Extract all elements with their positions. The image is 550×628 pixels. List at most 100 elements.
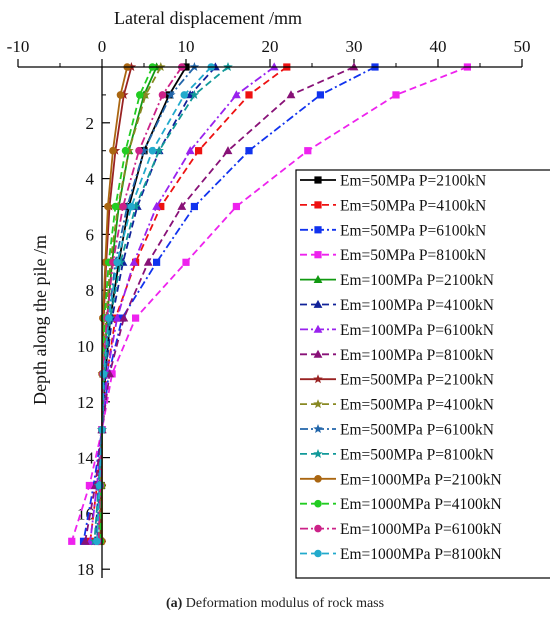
legend-marker [313,349,323,358]
legend-label: Em=100MPa P=8100kN [340,347,494,364]
data-point [245,91,253,99]
data-point [232,90,241,99]
data-point [304,147,312,155]
legend-item: Em=500MPa P=4100kN [300,397,494,414]
data-point [157,202,165,211]
legend-item: Em=100MPa P=8100kN [300,347,494,364]
data-point [195,147,203,155]
data-point [122,201,132,211]
series-line [96,66,196,542]
data-point [109,146,117,155]
data-point [286,90,296,99]
legend-item: Em=500MPa P=2100kN [300,372,494,389]
data-point [143,257,153,266]
chart: Lateral displacement /mm Depth along the… [7,8,550,579]
y-tick-label: 2 [86,114,95,133]
legend-label: Em=100MPa P=2100kN [340,272,494,289]
data-point [182,258,190,266]
data-point [112,313,122,322]
legend-item: Em=50MPa P=2100kN [300,173,486,190]
data-point [113,258,121,267]
legend-marker [313,275,323,283]
data-point [104,314,113,322]
data-point [166,89,176,99]
series-line [96,66,212,542]
legend-label: Em=500MPa P=8100kN [340,446,494,463]
legend-label: Em=50MPa P=2100kN [340,173,486,190]
legend-label: Em=1000MPa P=8100kN [340,546,502,563]
legend-label: Em=100MPa P=6100kN [340,322,494,339]
series-line [84,66,355,542]
legend-label: Em=1000MPa P=4100kN [340,496,502,513]
legend-marker [314,251,322,259]
series-line [94,66,217,542]
legend-item: Em=50MPa P=8100kN [300,247,486,264]
x-tick-label: 50 [514,37,531,56]
y-tick-label: 18 [77,560,94,579]
series-15 [94,63,186,546]
legend-marker [313,399,323,409]
x-tick-label: 40 [430,37,447,56]
data-point [132,314,140,322]
legend-label: Em=1000MPa P=2100kN [340,471,502,488]
legend-marker [314,226,322,234]
legend-item: Em=500MPa P=8100kN [300,446,494,463]
data-point [105,369,114,378]
data-point [127,202,136,211]
legend: Em=50MPa P=2100kN Em=50MPa P=4100kN Em=50M… [295,169,550,579]
legend-label: Em=50MPa P=8100kN [340,247,486,264]
data-point [140,89,151,99]
data-point [85,481,93,490]
series-14 [96,63,157,546]
series-13 [98,63,131,546]
series-line [97,66,183,542]
data-point [148,146,157,155]
legend-label: Em=1000MPa P=6100kN [340,521,502,538]
data-point [130,201,141,211]
legend-marker [313,299,323,308]
legend-label: Em=500MPa P=2100kN [340,372,494,389]
series-line [70,66,468,542]
data-point [116,91,125,99]
series-line [89,66,288,542]
data-point [68,537,76,545]
legend-label: Em=500MPa P=4100kN [340,397,494,414]
y-tick-label: 4 [86,170,95,189]
legend-item: Em=100MPa P=6100kN [300,322,494,339]
data-point [153,258,161,266]
x-tick-label: 20 [262,37,279,56]
x-tick-label: 10 [178,37,195,56]
data-point [392,91,400,99]
data-point [121,146,130,155]
data-point [245,147,253,155]
data-point [152,201,161,210]
legend-marker [314,549,322,558]
data-point [119,202,127,211]
legend-marker [313,424,323,434]
series-layer [68,62,471,546]
figure-caption: (a) Deformation modulus of rock mass [0,596,550,612]
legend-item: Em=50MPa P=6100kN [300,222,486,239]
series-6 [90,62,220,545]
series-12 [89,62,233,546]
data-point [177,201,187,210]
y-tick-label: 8 [86,281,95,300]
legend-label: Em=100MPa P=4100kN [340,297,494,314]
legend-marker [314,524,322,533]
legend-item: Em=100MPa P=4100kN [300,297,494,314]
y-tick-label: 6 [86,225,95,244]
data-point [185,146,195,155]
y-tick-label: 10 [77,337,94,356]
data-point [93,537,101,546]
legend-marker [313,324,323,333]
legend-item: Em=500MPa P=6100kN [300,422,494,439]
data-point [111,202,120,211]
series-16 [93,63,215,546]
legend-item: Em=100MPa P=2100kN [300,272,494,289]
legend-label: Em=50MPa P=6100kN [340,222,486,239]
data-point [190,202,198,211]
legend-item: Em=1000MPa P=4100kN [300,496,502,513]
caption-label: (a) [165,596,183,611]
data-point [232,202,240,211]
